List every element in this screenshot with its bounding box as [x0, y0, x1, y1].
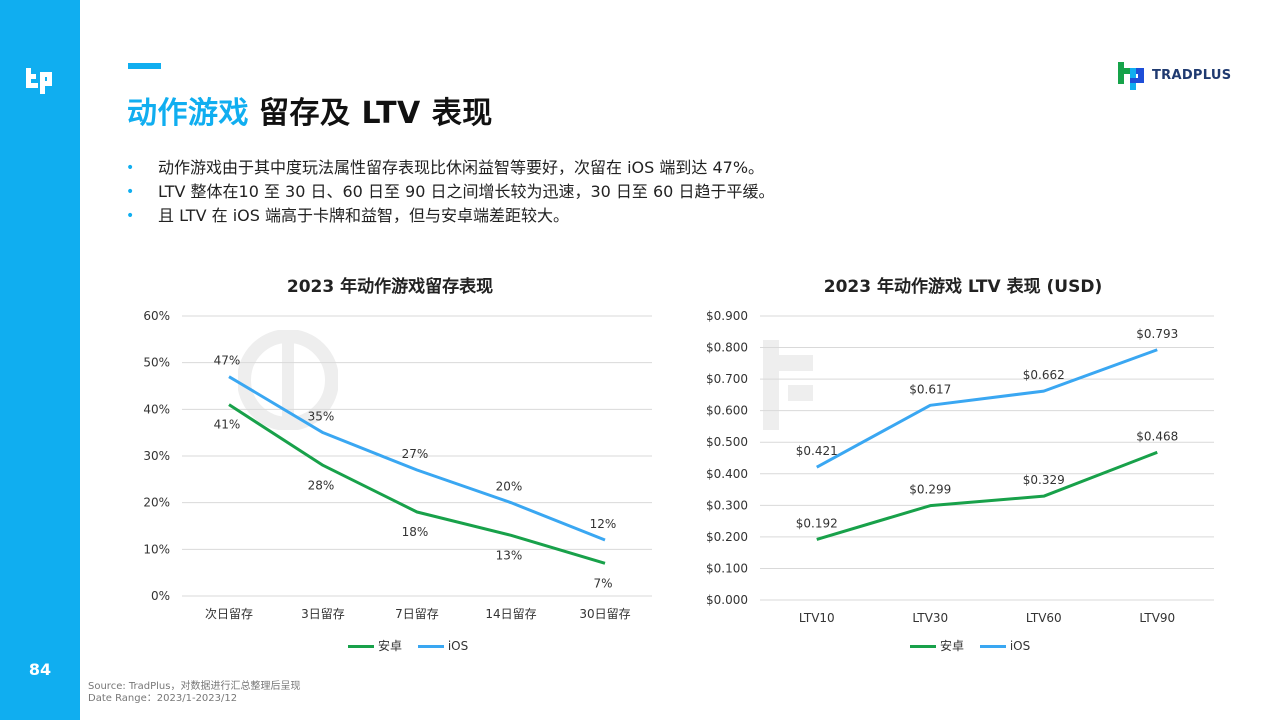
chart2-title: 2023 年动作游戏 LTV 表现 (USD)	[823, 277, 1103, 297]
title-highlight: 动作游戏	[127, 96, 249, 131]
y-tick-label: $0.600	[706, 404, 748, 418]
chart1-legend: 安卓 iOS	[348, 637, 480, 654]
data-label: 12%	[590, 517, 617, 531]
y-tick-label: 50%	[143, 356, 170, 370]
data-label: 13%	[496, 548, 523, 562]
bullet-list: • 动作游戏由于其中度玩法属性留存表现比休闲益智等要好，次留在 iOS 端到达 4…	[124, 156, 774, 228]
y-tick-label: 10%	[143, 542, 170, 556]
data-label: 28%	[308, 478, 335, 492]
data-label: 18%	[402, 525, 429, 539]
legend-item-ios: iOS	[979, 639, 1031, 653]
legend-label: 安卓	[378, 639, 403, 653]
y-tick-label: $0.000	[706, 593, 748, 607]
y-tick-label: $0.400	[706, 467, 748, 481]
legend-item-android: 安卓	[910, 637, 964, 654]
bullet-text: 动作游戏由于其中度玩法属性留存表现比休闲益智等要好，次留在 iOS 端到达 47…	[158, 158, 765, 177]
y-tick-label: 40%	[143, 402, 170, 416]
x-tick-label: LTV30	[912, 611, 948, 625]
y-tick-label: 60%	[143, 309, 170, 323]
sidebar: 84	[0, 0, 80, 720]
y-tick-label: $0.900	[706, 309, 748, 323]
data-label: 41%	[214, 418, 241, 432]
data-label: $0.468	[1136, 429, 1178, 443]
y-tick-label: $0.700	[706, 372, 748, 386]
series-line-ios	[816, 348, 1158, 469]
source-note: Source: TradPlus，对数据进行汇总整理后呈现 Date Range…	[88, 681, 300, 705]
chart1-title: 2023 年动作游戏留存表现	[286, 277, 494, 297]
y-tick-label: 0%	[151, 589, 170, 603]
x-tick-label: 3日留存	[301, 607, 345, 621]
y-tick-label: $0.500	[706, 435, 748, 449]
x-tick-label: 14日留存	[485, 607, 536, 621]
data-label: $0.192	[796, 516, 838, 530]
data-label: $0.662	[1023, 368, 1065, 382]
bullet-text: LTV 整体在10 至 30 日、60 日至 90 日之间增长较为迅速，30 日…	[158, 182, 775, 201]
legend-label: 安卓	[940, 639, 965, 653]
brand-name: TRADPLUS	[1152, 68, 1232, 83]
bullet-dot: •	[126, 160, 135, 176]
legend-swatch	[979, 645, 1006, 648]
x-tick-label: LTV60	[1026, 611, 1062, 625]
data-label: 7%	[593, 576, 612, 590]
legend-label: iOS	[447, 639, 469, 653]
legend-label: iOS	[1009, 639, 1031, 653]
page-number: 84	[28, 660, 52, 679]
data-label: 27%	[402, 447, 429, 461]
brand-logo: TRADPLUS	[1116, 60, 1236, 92]
chart2-legend: 安卓 iOS	[910, 637, 1042, 654]
data-label: $0.617	[909, 382, 951, 396]
y-tick-label: $0.800	[706, 341, 748, 355]
series-line-ios	[228, 375, 606, 542]
data-label: $0.299	[909, 483, 951, 497]
date-range-line: Date Range：2023/1-2023/12	[88, 693, 238, 704]
x-tick-label: LTV90	[1139, 611, 1175, 625]
bullet-dot: •	[126, 184, 135, 200]
data-label: 35%	[308, 410, 335, 424]
y-tick-label: $0.300	[706, 498, 748, 512]
x-tick-label: 7日留存	[395, 607, 439, 621]
data-label: $0.421	[796, 444, 838, 458]
series-line-android	[228, 403, 606, 565]
legend-swatch	[417, 645, 444, 648]
source-line: Source: TradPlus，对数据进行汇总整理后呈现	[88, 681, 301, 692]
bullet-dot: •	[126, 208, 135, 224]
tradplus-brand-icon	[1118, 62, 1144, 90]
x-tick-label: 次日留存	[205, 607, 253, 621]
title-rest: 留存及 LTV 表现	[259, 96, 493, 131]
x-tick-label: LTV10	[799, 611, 835, 625]
bullet-text: 且 LTV 在 iOS 端高于卡牌和益智，但与安卓端差距较大。	[158, 206, 569, 225]
legend-item-android: 安卓	[348, 637, 402, 654]
legend-item-ios: iOS	[417, 639, 469, 653]
bullet-item: • LTV 整体在10 至 30 日、60 日至 90 日之间增长较为迅速，30 …	[124, 180, 774, 204]
data-label: $0.793	[1136, 327, 1178, 341]
data-label: 20%	[496, 480, 523, 494]
title-accent-bar	[128, 63, 161, 69]
data-label: $0.329	[1023, 473, 1065, 487]
legend-swatch	[348, 645, 374, 648]
y-tick-label: 30%	[143, 449, 170, 463]
bullet-item: • 动作游戏由于其中度玩法属性留存表现比休闲益智等要好，次留在 iOS 端到达 4…	[124, 156, 774, 180]
y-tick-label: $0.200	[706, 530, 748, 544]
legend-swatch	[910, 645, 936, 648]
series-line-android	[816, 450, 1158, 541]
data-label: 47%	[214, 354, 241, 368]
y-tick-label: 20%	[143, 496, 170, 510]
y-tick-label: $0.100	[706, 561, 748, 575]
page-title: 动作游戏 留存及 LTV 表现	[127, 88, 493, 132]
tradplus-logo-icon	[26, 68, 52, 94]
x-tick-label: 30日留存	[579, 607, 630, 621]
bullet-item: • 且 LTV 在 iOS 端高于卡牌和益智，但与安卓端差距较大。	[124, 204, 774, 228]
